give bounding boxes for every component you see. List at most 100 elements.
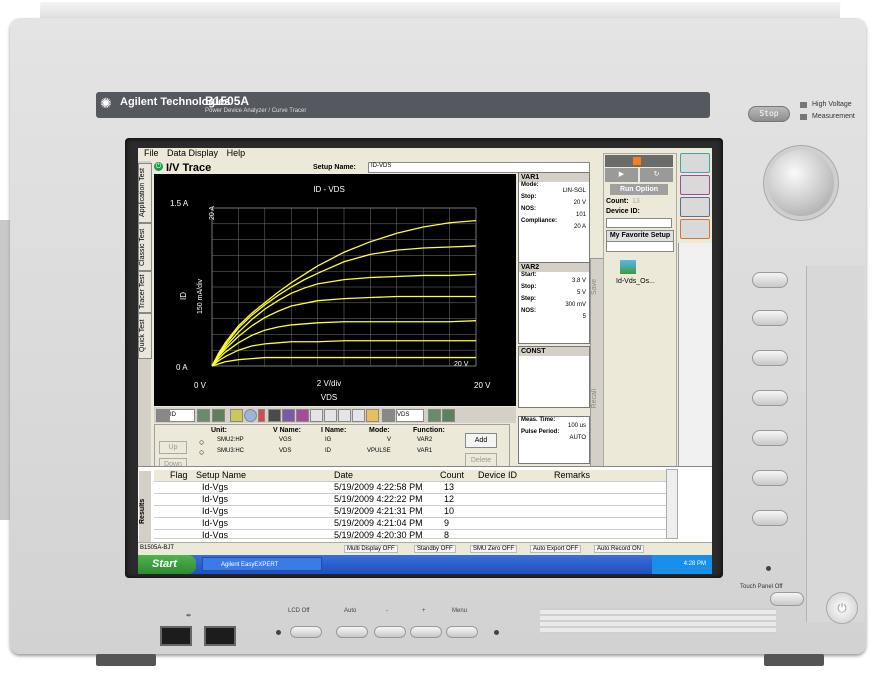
softkey-4[interactable] [752,390,788,406]
color-icon[interactable] [282,409,295,422]
plus-button[interactable] [410,626,442,638]
y-axis-icon[interactable] [156,409,169,422]
table-row[interactable]: Id-Vgs 5/19/2009 4:21:04 PM 9 [154,518,674,530]
lcd-off-button[interactable] [290,626,322,638]
softkey-2[interactable] [752,310,788,326]
unit-1[interactable]: SMU2:HP [217,437,244,443]
menu-file[interactable]: File [144,148,159,158]
var1-nos[interactable]: 101 [575,212,586,218]
usb-port-2[interactable] [204,626,236,646]
single-run-button[interactable]: ▶ [605,168,638,182]
marker-icon[interactable] [258,409,265,422]
tool-icon-2[interactable] [324,409,337,422]
tool-icon-3[interactable] [338,409,351,422]
softkey-7[interactable] [752,510,788,526]
const-title[interactable]: CONST [519,347,589,356]
results-tab[interactable]: Results [139,471,151,551]
unit-2[interactable]: SMU3:HC [217,448,245,454]
pulse-period[interactable]: AUTO [569,435,586,441]
multi-display-status[interactable]: Multi Display OFF [344,545,398,553]
standby-status[interactable]: Standby OFF [414,545,456,553]
stop-button[interactable]: Stop [748,106,790,122]
var1-stop[interactable]: 20 V [573,200,586,206]
text-icon[interactable] [268,409,281,422]
setup-name-input[interactable]: ID-VDS [368,162,590,173]
recall-tab[interactable]: Recall [591,389,598,409]
cursor-icon[interactable] [230,409,243,422]
results-scrollbar[interactable] [666,469,678,539]
repeat-run-button[interactable]: ↻ [640,168,673,182]
softkey-6[interactable] [752,470,788,486]
y-select[interactable]: ID [169,409,195,422]
tool-icon-4[interactable] [352,409,365,422]
function-1[interactable]: VAR2 [417,437,433,443]
menu-button[interactable] [446,626,478,638]
var2-stop[interactable]: 5 V [576,290,586,296]
tool-icon-1[interactable] [310,409,323,422]
iname-1[interactable]: IG [325,437,332,443]
var2-nos[interactable]: 5 [582,314,586,320]
function-2[interactable]: VAR1 [417,448,433,454]
col-flag[interactable]: Flag [170,470,188,480]
auto-record-status[interactable]: Auto Record ON [594,545,645,553]
tab-classic-test[interactable]: Classic Test [138,223,152,271]
power-button[interactable]: ⏻ [826,592,858,624]
usb-port-1[interactable] [160,626,192,646]
col-device-id[interactable]: Device ID [478,470,518,480]
tab-application-test[interactable]: Application Test [138,163,152,223]
grid-icon[interactable] [212,409,225,422]
var2-start[interactable]: 3.8 V [571,278,586,284]
x-select[interactable]: VDS [396,409,424,422]
col-count[interactable]: Count [440,470,465,480]
col-date[interactable]: Date [334,470,354,480]
var1-compliance[interactable]: 20 A [573,224,586,230]
device-id-input[interactable] [606,218,672,228]
x-axis-icon[interactable] [382,409,395,422]
auto-button[interactable] [336,626,368,638]
var2-step[interactable]: 300 mV [565,302,586,308]
table-row[interactable]: Id-Vgs 5/19/2009 4:20:30 PM 8 [154,530,674,539]
mode-1[interactable]: V [387,437,392,443]
power-view-button[interactable] [680,219,710,239]
minus-button[interactable] [374,626,406,638]
favorite-setup-select[interactable] [606,241,674,252]
run-option-button[interactable]: Run Option [610,184,668,195]
rotary-knob[interactable] [768,150,834,216]
auto-export-status[interactable]: Auto Export OFF [530,545,582,553]
zoom-icon[interactable] [244,409,257,422]
up-button[interactable]: Up [159,441,187,454]
vname-1[interactable]: VGS [279,437,292,443]
scale-icon[interactable] [197,409,210,422]
table-row[interactable]: Id-Vgs 5/19/2009 4:22:58 PM 13 [154,482,674,494]
table-row[interactable]: Id-Vgs 5/19/2009 4:22:22 PM 12 [154,494,674,506]
iname-2[interactable]: ID [325,448,331,454]
setup-item-label[interactable]: Id-Vds_Os... [616,278,655,285]
tab-quick-test[interactable]: Quick Test [138,313,152,359]
save-tab[interactable]: Save [591,279,598,295]
trace-plot[interactable]: ID - VDS 1.5 A 0 A 0 V 20 V 20 V 20 A 2 … [154,174,516,406]
smu-zero-status[interactable]: SMU Zero OFF [470,545,518,553]
x-grid-icon[interactable] [442,409,455,422]
softkey-1[interactable] [752,272,788,288]
setup-thumbnail-icon[interactable] [620,260,636,274]
vname-2[interactable]: VDS [279,448,292,454]
list-view-button[interactable] [680,197,710,217]
add-button[interactable]: Add [465,433,497,448]
line-icon[interactable] [296,409,309,422]
col-remarks[interactable]: Remarks [554,470,591,480]
start-button[interactable]: Start [138,555,196,574]
display-view-button[interactable] [680,153,710,173]
touch-panel-off-button[interactable] [770,592,804,606]
x-scale-icon[interactable] [428,409,441,422]
scissors-icon[interactable] [366,409,379,422]
radio-2[interactable]: ○ [199,447,205,457]
softkey-3[interactable] [752,350,788,366]
meas-time[interactable]: 100 us [567,423,586,429]
taskbar-app[interactable]: Agilent EasyEXPERT [202,557,322,571]
softkey-5[interactable] [752,430,788,446]
var1-mode[interactable]: LIN-SGL [562,188,586,194]
tab-tracer-test[interactable]: Tracer Test [138,271,152,313]
menu-help[interactable]: Help [226,148,246,158]
col-setup-name[interactable]: Setup Name [196,470,247,480]
mode-2[interactable]: VPULSE [367,448,391,454]
